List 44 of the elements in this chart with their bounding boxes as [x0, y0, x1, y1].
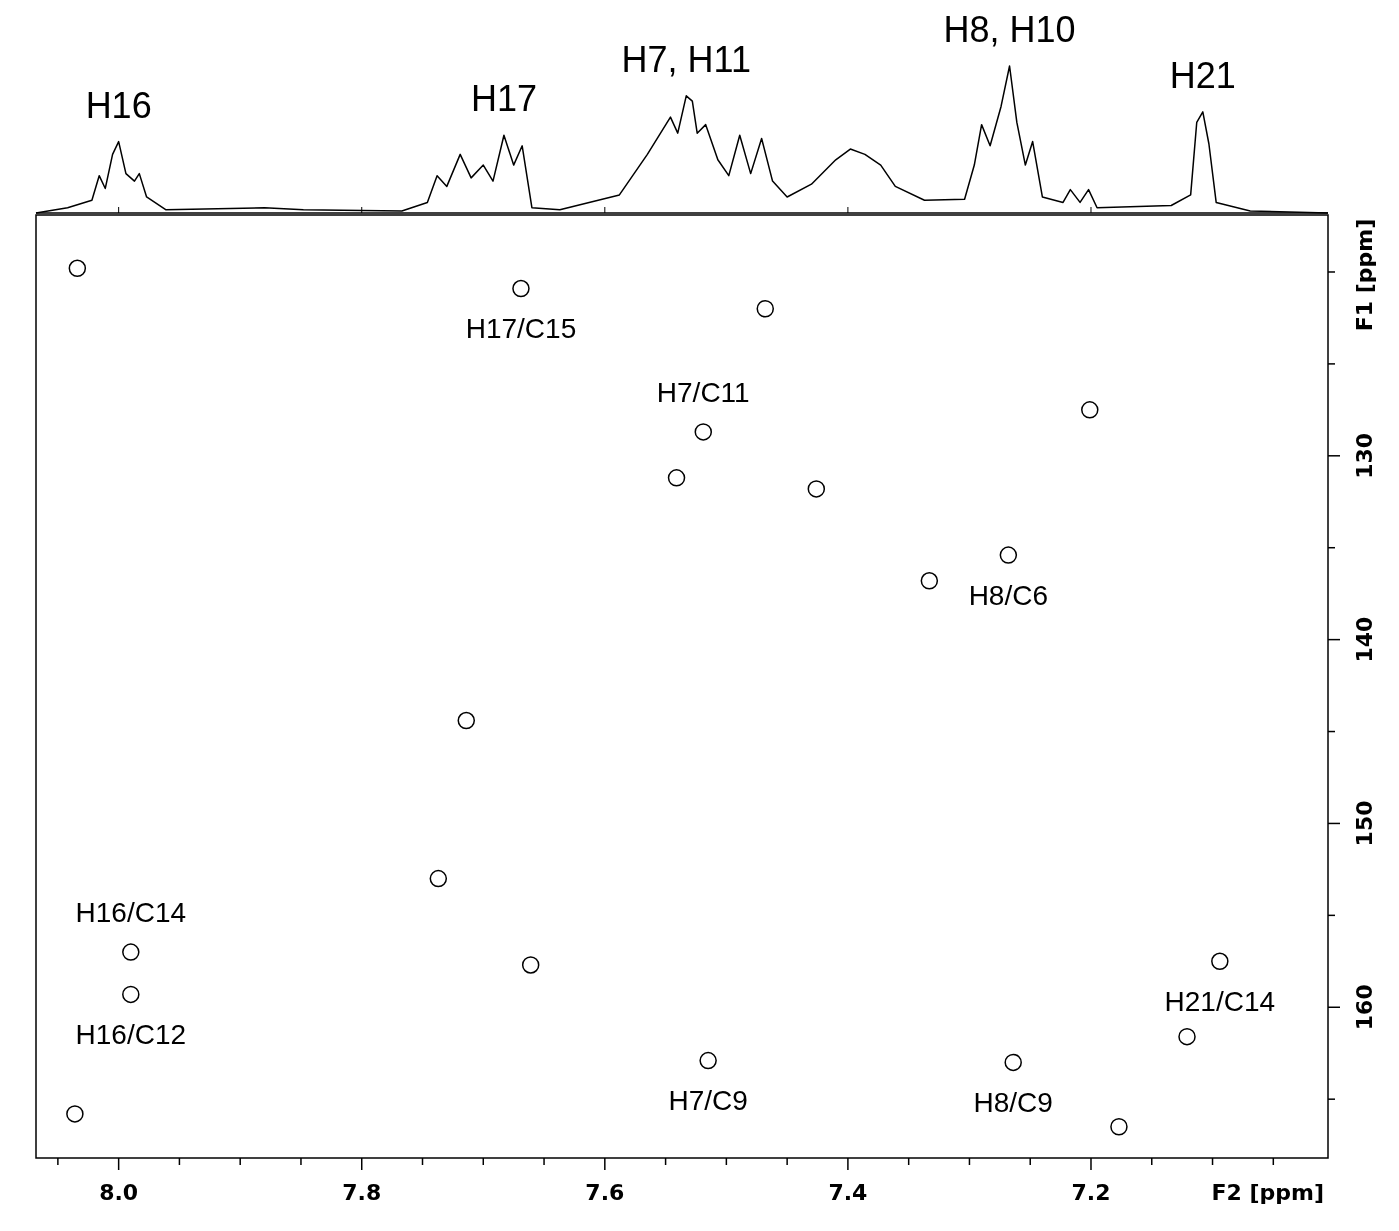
point — [694, 423, 713, 441]
x-tick-label: 7.8 — [342, 1180, 382, 1205]
point — [122, 943, 140, 961]
point — [68, 259, 87, 278]
point — [807, 480, 826, 498]
y-tick-label: 140 — [1352, 616, 1377, 663]
point — [512, 279, 530, 298]
x-axis-title: F2 [ppm] — [1211, 1180, 1324, 1205]
y-tick-label: 160 — [1352, 984, 1377, 1031]
annotation: H21 — [1169, 54, 1236, 96]
point — [1081, 401, 1099, 419]
x-tick-label: 7.2 — [1071, 1180, 1111, 1205]
point — [756, 300, 775, 318]
annotation: H17 — [470, 78, 537, 120]
annotation: H16 — [85, 84, 152, 126]
point — [1004, 1053, 1022, 1072]
point — [999, 546, 1018, 564]
annotation: H8, H10 — [943, 9, 1076, 50]
point — [920, 572, 939, 590]
point — [1178, 1027, 1196, 1046]
annotation: H7/C11 — [656, 376, 750, 408]
point — [122, 985, 140, 1004]
point — [66, 1105, 84, 1123]
point — [1110, 1118, 1128, 1136]
annotation: H7, H11 — [621, 38, 751, 80]
x-tick-label: 7.4 — [828, 1180, 868, 1205]
x-tick-label: 7.6 — [585, 1180, 625, 1205]
annotation: H8/C6 — [968, 579, 1049, 611]
annotation: H21/C14 — [1164, 986, 1276, 1018]
point — [429, 869, 448, 888]
annotation: H16/C12 — [75, 1019, 187, 1051]
point — [521, 956, 540, 974]
y-tick-label: 130 — [1352, 432, 1377, 479]
x-tick-label: 8.0 — [99, 1180, 139, 1205]
point — [699, 1051, 717, 1070]
point — [1211, 952, 1229, 971]
point — [667, 469, 686, 487]
y-axis-title: F1 [ppm] — [1352, 218, 1377, 332]
annotation: H7/C9 — [668, 1085, 748, 1117]
y-tick-label: 150 — [1352, 800, 1377, 847]
point — [457, 711, 476, 730]
annotation: H16/C14 — [75, 896, 187, 928]
annotation: H17/C15 — [465, 313, 577, 345]
annotation: H8/C9 — [973, 1087, 1053, 1119]
